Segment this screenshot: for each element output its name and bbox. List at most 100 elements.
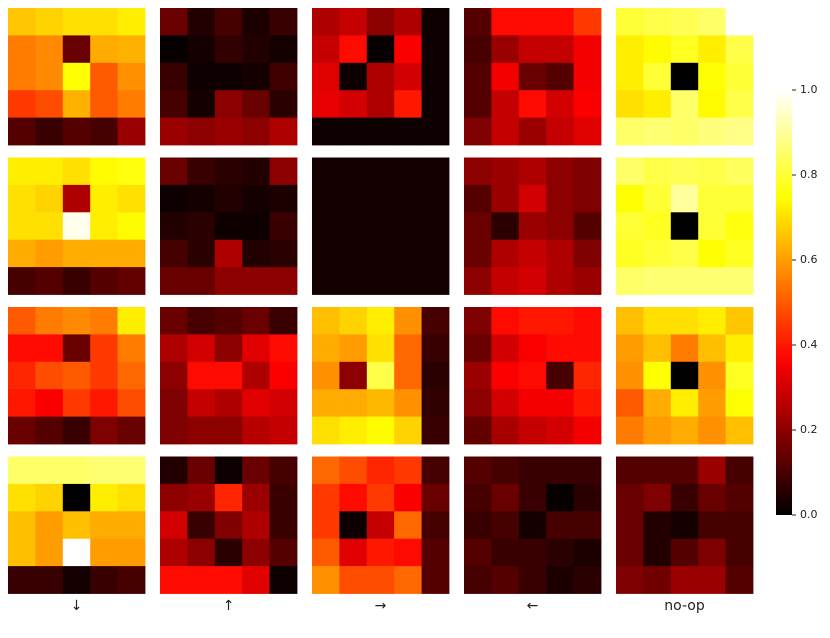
heatmap-cell [394,456,422,485]
heatmap-cell [269,35,298,64]
heatmap-cell [35,307,64,335]
heatmap-cell [491,361,520,390]
heatmap-cell [491,90,520,118]
heatmap-cell [643,511,672,540]
heatmap-cell [214,307,243,335]
heatmap-cell [312,483,340,512]
heatmap-cell [242,8,270,36]
heatmap-cell [62,212,91,241]
heatmap-cell [366,307,395,335]
heatmap-cell [725,35,754,64]
heatmap-cell [160,511,188,540]
heatmap-cell [670,307,699,335]
colorbar-tick-label: 0.4 [800,338,818,351]
heatmap-cell [62,389,91,417]
heatmap-cell [394,212,422,241]
heatmap-cell [670,184,699,213]
heatmap-cell [643,212,672,241]
heatmap-cell [546,267,574,295]
heatmap-cell [160,267,188,295]
heatmap-cell [491,62,520,91]
heatmap-cell [725,389,754,417]
colorbar-tick-label: 0.6 [800,253,818,266]
heatmap-cell [546,62,574,91]
heatmap-cell [670,212,699,241]
heatmap-cell [366,212,395,241]
heatmap-cell [366,361,395,390]
heatmap-cell [491,538,520,567]
heatmap-cell [8,483,36,512]
heatmap-cell [242,267,270,295]
heatmap-cell [269,8,298,36]
heatmap-cell [160,157,188,186]
heatmap-cell [269,212,298,241]
heatmap-cell [464,416,492,445]
heatmap-cell [62,483,91,512]
heatmap-cell [117,8,146,36]
heatmap-cell [187,307,216,335]
heatmap-cell [339,361,368,390]
heatmap-cell [312,538,340,567]
heatmap-cell [187,117,216,146]
heatmap-cell [269,456,298,485]
heatmap-cell [670,62,699,91]
heatmap-cell [8,361,36,390]
heatmap-cell [62,307,91,335]
heatmap-cell [573,334,602,363]
heatmap-cell [90,511,118,540]
heatmap-cell [312,456,340,485]
heatmap-cell [394,566,422,594]
heatmap-cell [8,566,36,594]
heatmap-cell [160,334,188,363]
heatmap-cell [312,566,340,594]
heatmap-cell [670,90,699,118]
heatmap-cell [491,389,520,417]
heatmap-cell [464,511,492,540]
heatmap-cell [35,90,64,118]
heatmap-cell [90,35,118,64]
heatmap-cell [117,157,146,186]
heatmap-cell [35,184,64,213]
heatmap-cell [670,239,699,268]
heatmap-cell [725,538,754,567]
heatmap-cell [725,117,754,146]
heatmap-cell [573,117,602,146]
heatmap-cell [464,483,492,512]
heatmap-cell [670,456,699,485]
heatmap-cell [214,566,243,594]
heatmap-cell [698,62,726,91]
heatmap-cell [573,538,602,567]
colorbar-tick-label: 0.8 [800,168,818,181]
heatmap-cell [160,184,188,213]
heatmap-cell [312,157,340,186]
heatmap-cell [117,239,146,268]
heatmap-cell [546,90,574,118]
heatmap-cell [518,239,547,268]
heatmap-cell [187,566,216,594]
heatmap-cell [546,456,574,485]
heatmap-cell [546,566,574,594]
heatmap-cell [312,117,340,146]
heatmap-cell [269,307,298,335]
heatmap-cell [366,334,395,363]
heatmap-cell [312,239,340,268]
heatmap-cell [339,239,368,268]
heatmap-cell [464,456,492,485]
heatmap-cell [117,117,146,146]
heatmap-cell [214,416,243,445]
heatmap-cell [518,157,547,186]
heatmap-cell [62,35,91,64]
heatmap-cell [546,511,574,540]
heatmap-cell [421,239,450,268]
heatmap-cell [643,35,672,64]
heatmap-cell [62,267,91,295]
heatmap-cell [117,184,146,213]
heatmap-cell [8,334,36,363]
heatmap-cell [725,267,754,295]
heatmap-cell [8,239,36,268]
heatmap-cell [546,8,574,36]
heatmap-cell [35,538,64,567]
heatmap-cell [394,416,422,445]
heatmap-cell [187,90,216,118]
